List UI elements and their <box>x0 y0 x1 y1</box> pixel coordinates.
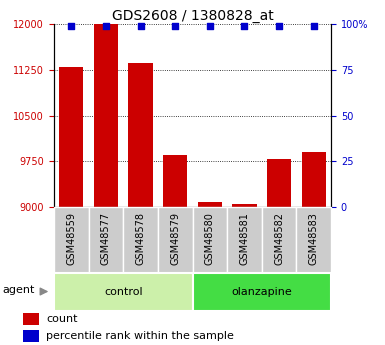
Text: count: count <box>46 314 78 324</box>
Point <box>68 23 74 29</box>
Text: GSM48578: GSM48578 <box>136 212 146 265</box>
Text: GSM48580: GSM48580 <box>205 212 215 265</box>
Text: olanzapine: olanzapine <box>231 287 292 296</box>
Bar <box>267 159 291 207</box>
Point <box>103 23 109 29</box>
Text: GSM48583: GSM48583 <box>309 212 319 265</box>
Bar <box>89 207 123 273</box>
Point <box>172 23 178 29</box>
Text: control: control <box>104 287 142 296</box>
Bar <box>94 24 118 207</box>
Point <box>276 23 282 29</box>
Text: GSM48559: GSM48559 <box>66 212 76 265</box>
Bar <box>296 207 331 273</box>
Bar <box>302 152 326 207</box>
Bar <box>198 203 222 207</box>
Bar <box>192 273 331 310</box>
Bar <box>227 207 262 273</box>
Bar <box>123 207 158 273</box>
Text: GSM48579: GSM48579 <box>170 212 180 265</box>
Title: GDS2608 / 1380828_at: GDS2608 / 1380828_at <box>112 9 273 23</box>
Bar <box>23 330 38 342</box>
Bar <box>192 207 227 273</box>
Bar <box>23 313 38 325</box>
Bar <box>158 207 192 273</box>
Bar <box>54 207 89 273</box>
Text: GSM48581: GSM48581 <box>239 212 249 265</box>
Point <box>137 23 144 29</box>
Point <box>207 23 213 29</box>
Text: percentile rank within the sample: percentile rank within the sample <box>46 331 234 341</box>
Point <box>241 23 248 29</box>
Point <box>311 23 317 29</box>
Bar <box>54 273 192 310</box>
Bar <box>233 204 257 207</box>
Bar <box>262 207 296 273</box>
Text: GSM48577: GSM48577 <box>101 212 111 265</box>
Bar <box>129 63 152 207</box>
Text: GSM48582: GSM48582 <box>274 212 284 265</box>
Bar <box>163 155 187 207</box>
Bar <box>59 67 84 207</box>
Text: agent: agent <box>3 285 35 295</box>
